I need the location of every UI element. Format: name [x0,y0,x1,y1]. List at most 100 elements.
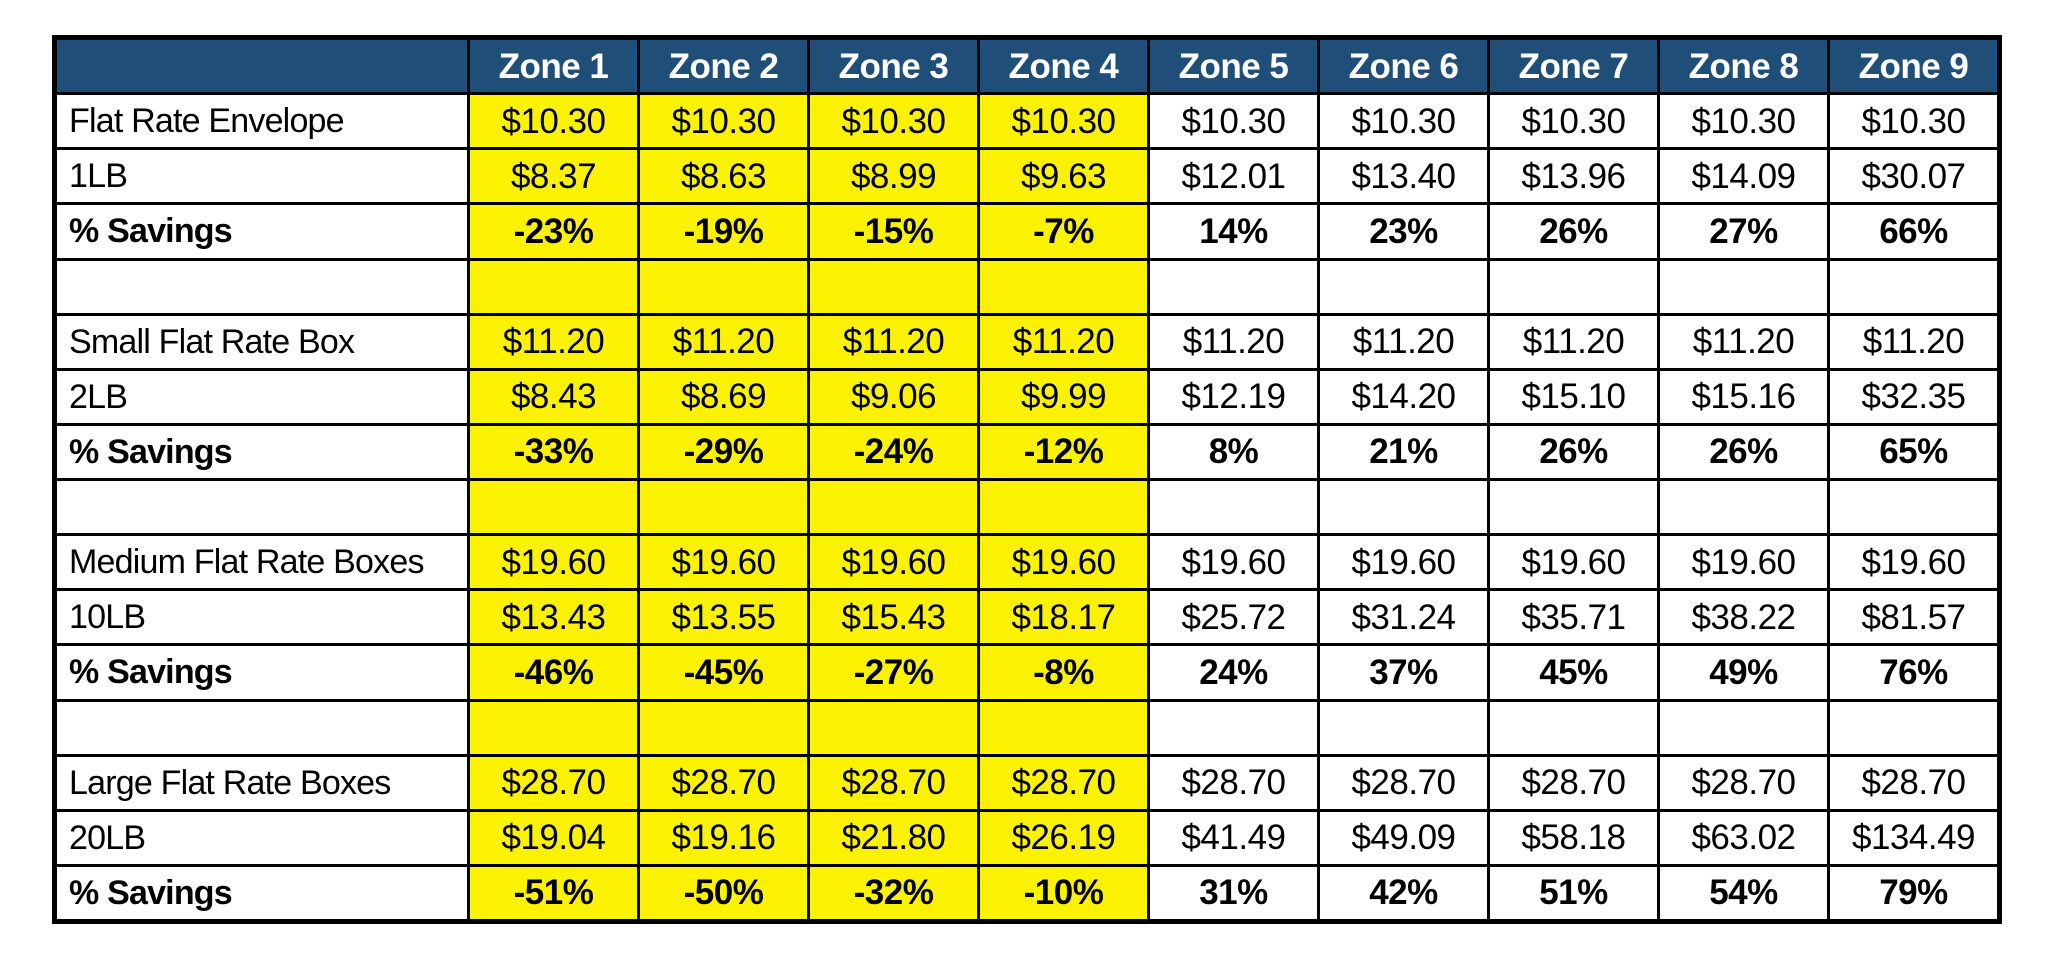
row-label: % Savings [57,646,467,699]
zone-column-header: Zone 2 [640,40,807,93]
price-cell: $9.63 [980,150,1147,203]
spacer-cell [980,481,1147,534]
price-cell: $49.09 [1320,811,1487,864]
price-cell: $28.70 [1320,756,1487,809]
row-label: 2LB [57,370,467,423]
savings-percent-cell: 8% [1150,425,1317,478]
row-label: Flat Rate Envelope [57,95,467,148]
price-cell: $28.70 [1830,756,1997,809]
row-label: Small Flat Rate Box [57,315,467,368]
zone-column-header: Zone 7 [1490,40,1657,93]
savings-percent-cell: 49% [1660,646,1827,699]
price-cell: $19.60 [1320,536,1487,589]
savings-percent-cell: 27% [1660,205,1827,258]
row-label: % Savings [57,866,467,919]
row-label: Large Flat Rate Boxes [57,756,467,809]
spacer-cell [1660,481,1827,534]
savings-percent-cell: 37% [1320,646,1487,699]
price-cell: $10.30 [640,95,807,148]
price-cell: $8.99 [810,150,977,203]
price-cell: $11.20 [1830,315,1997,368]
price-cell: $15.16 [1660,370,1827,423]
price-cell: $19.60 [1830,536,1997,589]
spacer-cell [1830,481,1997,534]
zone-column-header: Zone 8 [1660,40,1827,93]
price-cell: $11.20 [810,315,977,368]
price-cell: $31.24 [1320,591,1487,644]
price-cell: $19.16 [640,811,807,864]
savings-percent-cell: -24% [810,425,977,478]
row-label: 20LB [57,811,467,864]
flat-rate-vs-zone-price-table: Zone 1 Zone 2 Zone 3 Zone 4 Zone 5 Zone 6 Zone… [52,35,2002,924]
price-cell: $15.43 [810,591,977,644]
savings-percent-cell: -7% [980,205,1147,258]
savings-percent-cell: -50% [640,866,807,919]
savings-percent-cell: -19% [640,205,807,258]
price-cell: $28.70 [470,756,637,809]
spacer-cell [810,481,977,534]
spacer-cell [1660,260,1827,313]
price-cell: $19.60 [640,536,807,589]
price-cell: $11.20 [1490,315,1657,368]
price-cell: $19.60 [470,536,637,589]
row-label: 10LB [57,591,467,644]
price-cell: $11.20 [980,315,1147,368]
spacer-cell [1150,481,1317,534]
savings-percent-cell: 26% [1660,425,1827,478]
spacer-cell [470,701,637,754]
price-cell: $28.70 [1660,756,1827,809]
price-cell: $19.60 [810,536,977,589]
spacer-cell [1830,701,1997,754]
spacer-cell [1150,701,1317,754]
savings-percent-cell: -12% [980,425,1147,478]
savings-percent-cell: 51% [1490,866,1657,919]
spacer-row-label [57,260,467,313]
spacer-cell [1660,701,1827,754]
savings-percent-cell: 31% [1150,866,1317,919]
savings-percent-cell: 45% [1490,646,1657,699]
price-cell: $25.72 [1150,591,1317,644]
price-cell: $8.43 [470,370,637,423]
spacer-cell [640,260,807,313]
price-cell: $28.70 [810,756,977,809]
price-cell: $32.35 [1830,370,1997,423]
savings-percent-cell: -8% [980,646,1147,699]
price-cell: $38.22 [1660,591,1827,644]
spacer-cell [470,481,637,534]
savings-percent-cell: -45% [640,646,807,699]
price-cell: $30.07 [1830,150,1997,203]
savings-percent-cell: -23% [470,205,637,258]
price-cell: $11.20 [470,315,637,368]
spacer-cell [1830,260,1997,313]
spacer-cell [980,701,1147,754]
spacer-cell [810,701,977,754]
spacer-cell [640,481,807,534]
price-cell: $10.30 [1830,95,1997,148]
price-cell: $28.70 [1490,756,1657,809]
price-cell: $10.30 [1150,95,1317,148]
price-cell: $10.30 [1490,95,1657,148]
price-cell: $11.20 [1660,315,1827,368]
price-cell: $14.09 [1660,150,1827,203]
savings-percent-cell: -33% [470,425,637,478]
savings-percent-cell: 42% [1320,866,1487,919]
price-cell: $41.49 [1150,811,1317,864]
price-cell: $8.37 [470,150,637,203]
savings-percent-cell: -51% [470,866,637,919]
zone-column-header: Zone 1 [470,40,637,93]
zone-column-header: Zone 9 [1830,40,1997,93]
row-label: % Savings [57,425,467,478]
savings-percent-cell: 66% [1830,205,1997,258]
spacer-cell [1320,260,1487,313]
price-cell: $8.69 [640,370,807,423]
price-cell: $14.20 [1320,370,1487,423]
savings-percent-cell: -10% [980,866,1147,919]
price-cell: $10.30 [1660,95,1827,148]
price-cell: $26.19 [980,811,1147,864]
price-cell: $11.20 [1150,315,1317,368]
spacer-cell [1490,701,1657,754]
savings-percent-cell: 79% [1830,866,1997,919]
price-cell: $19.60 [1660,536,1827,589]
savings-percent-cell: -29% [640,425,807,478]
price-cell: $19.04 [470,811,637,864]
